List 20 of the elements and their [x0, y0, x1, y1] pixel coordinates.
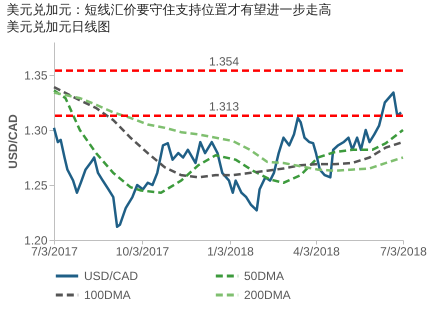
chart-subtitle: 美元兑加元日线图	[6, 19, 111, 34]
y-tick-label: 1.30	[24, 124, 48, 138]
legend-label: 100DMA	[84, 288, 131, 302]
x-tick-label: 1/3/2018	[207, 244, 254, 258]
legend-label: USD/CAD	[84, 269, 138, 283]
x-tick-label: 10/3/2017	[116, 244, 170, 258]
x-tick-label: 7/3/2017	[31, 244, 78, 258]
ref-line-label: 1.354	[208, 54, 240, 69]
y-tick-label: 1.25	[24, 178, 48, 192]
x-tick-label: 7/3/2018	[380, 244, 428, 258]
line-series	[52, 91, 402, 228]
legend-label: 200DMA	[244, 288, 291, 302]
y-tick-label: 1.20	[24, 234, 48, 248]
line-series	[52, 89, 404, 194]
y-axis-title: USD/CAD	[6, 114, 20, 169]
chart-title: 美元兑加元：短线汇价要守住支持位置才有望进一步走高	[6, 2, 332, 17]
ref-line-label: 1.313	[208, 100, 240, 114]
y-tick-label: 1.35	[24, 68, 48, 82]
legend-label: 50DMA	[244, 269, 284, 283]
x-tick-label: 4/3/2018	[293, 244, 340, 258]
